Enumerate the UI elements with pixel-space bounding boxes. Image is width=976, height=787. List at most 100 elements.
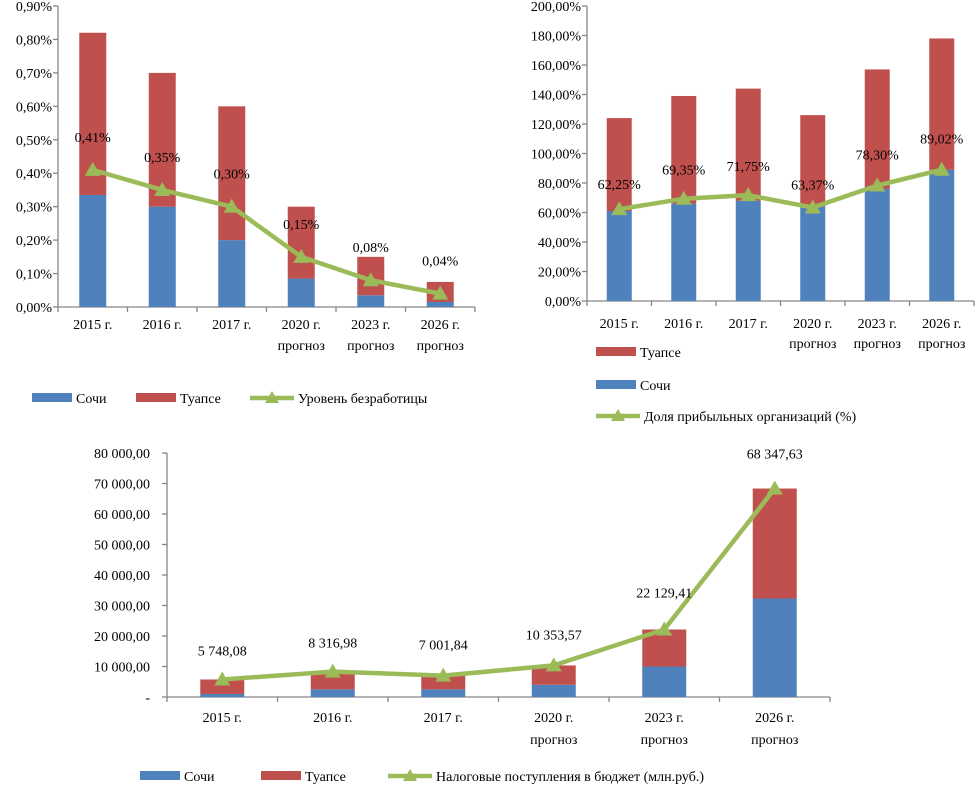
data-label: 0,15% [283,218,320,233]
y-tick-label: 100,00% [531,148,582,163]
x-category-label: прогноз [641,733,689,748]
bar-sochi [357,295,385,307]
y-tick-label: 0,70% [16,67,53,82]
bar-tuapse [421,675,466,690]
line-marker-triangle [656,621,673,636]
data-label: 10 353,57 [526,628,582,643]
y-tick-label: 0,10% [16,268,53,283]
tax-revenue-chart: - 10 000,00 20 000,00 30 000,00 40 000,00 50 … [94,447,831,785]
bar-tuapse [864,69,890,189]
y-tick-label: 140,00% [531,89,582,104]
legend-label: Туапсе [640,346,681,361]
x-category-label: 2016 г. [143,318,182,333]
bar-sochi [531,684,576,697]
y-tick-label: 20 000,00 [94,630,150,645]
y-tick-label: 0,40% [16,167,53,182]
bar-sochi [800,206,826,301]
x-category-label: прогноз [854,337,902,352]
line-marker-triangle [214,671,231,686]
line-marker-triangle [545,657,562,672]
x-category-label: 2015 г. [203,711,242,726]
bar-sochi [200,693,245,697]
x-category-label: 2017 г. [212,318,251,333]
y-tick-label: 180,00% [531,30,582,45]
line-marker-triangle [84,161,101,176]
data-label: 71,75% [727,160,771,175]
x-category-label: прогноз [751,733,799,748]
x-category-label: 2023 г. [645,711,684,726]
data-label: 68 347,63 [747,448,803,463]
bar-sochi [148,206,176,307]
bar-tuapse [200,679,245,694]
data-label: 22 129,41 [636,587,692,602]
x-category-label: прогноз [789,337,837,352]
legend-swatch [596,380,636,389]
data-label: 8 316,98 [308,637,357,652]
legend-label: Туапсе [180,392,221,407]
x-category-label: прогноз [918,337,966,352]
bar-sochi [864,188,890,301]
bar-sochi [310,689,355,697]
x-category-label: 2015 г. [600,317,639,332]
y-tick-label: 40 000,00 [94,569,150,584]
bar-sochi [287,278,315,307]
x-category-label: 2017 г. [729,317,768,332]
legend-label: Доля прибыльных организаций (%) [644,410,857,425]
line-marker-triangle [804,199,821,214]
line-marker-triangle [362,272,379,287]
x-category-label: 2020 г. [793,317,832,332]
y-tick-label: 0,60% [16,100,53,115]
bar-tuapse [800,115,826,207]
bar-sochi [421,689,466,697]
bar-sochi [671,203,697,301]
bar-sochi [642,666,687,697]
legend-swatch [261,771,301,780]
x-category-label: 2026 г. [922,317,961,332]
data-label: 63,37% [791,179,835,194]
bar-sochi [606,211,632,301]
x-category-label: 2023 г. [858,317,897,332]
legend-swatch [596,347,636,356]
bar-sochi [218,240,246,307]
x-category-label: 2015 г. [73,318,112,333]
y-tick-label: - [145,691,150,706]
line-marker-triangle [766,480,783,495]
bar-tuapse [735,88,761,201]
x-category-label: 2020 г. [534,711,573,726]
line-marker-triangle [432,285,449,300]
line-marker-triangle [933,161,950,176]
data-label: 78,30% [856,149,900,164]
x-category-label: 2016 г. [664,317,703,332]
legend-swatch [136,393,176,402]
legend-label: Сочи [184,770,215,785]
line-marker-triangle [869,177,886,192]
y-tick-label: 0,00% [545,295,582,310]
bar-tuapse [287,206,315,279]
unemployment-chart: 0,00% 0,10% 0,20% 0,30% 0,40% 0,50% 0,60% 0,70%… [16,0,476,407]
data-label: 7 001,84 [419,639,468,654]
data-label: 0,41% [75,131,112,146]
y-tick-label: 0,20% [16,234,53,249]
y-tick-label: 40,00% [538,236,582,251]
bar-tuapse [531,665,576,685]
y-tick-label: 0,90% [16,0,53,15]
data-label: 69,35% [662,164,706,179]
y-tick-label: 160,00% [531,59,582,74]
data-label: 5 748,08 [198,644,247,659]
x-category-label: 2016 г. [313,711,352,726]
legend-marker-triangle [403,769,417,781]
y-tick-label: 120,00% [531,118,582,133]
bar-tuapse [606,118,632,212]
y-tick-label: 60 000,00 [94,508,150,523]
y-tick-label: 0,50% [16,134,53,149]
data-label: 62,25% [598,178,642,193]
line-marker-triangle [435,667,452,682]
profitable-organizations-chart: 0,00% 20,00% 40,00% 60,00% 80,00% 100,00% 120,… [531,0,975,425]
line-series [618,167,943,212]
y-tick-label: 20,00% [538,266,582,281]
y-tick-label: 0,80% [16,33,53,48]
data-label: 89,02% [920,133,964,148]
x-category-label: прогноз [278,339,326,354]
legend-marker-triangle [611,409,625,421]
